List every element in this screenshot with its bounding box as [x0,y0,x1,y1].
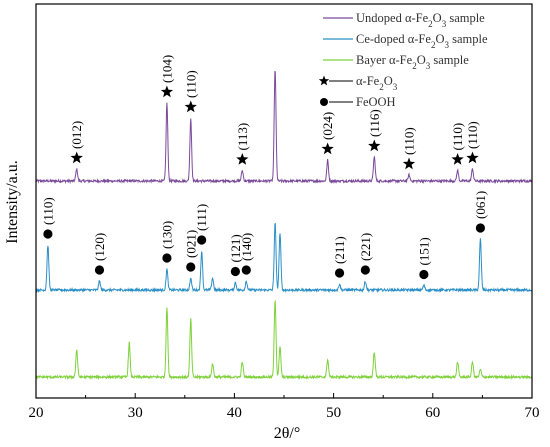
x-axis-title: 2θ/° [274,425,301,442]
series-line-ce [35,223,533,294]
x-tick-label: 70 [525,405,540,421]
peak-label: (021) [183,230,198,258]
peak-label: (221) [358,233,373,261]
star-marker [184,100,197,113]
peak-label: (140) [239,233,254,261]
y-axis-title: Intensity/a.u. [4,160,21,244]
star-marker [368,139,381,152]
star-marker [236,153,249,165]
peak-label: (061) [473,191,488,219]
x-tick-label: 50 [326,405,341,421]
peak-label: (120) [92,233,107,261]
legend-label-ce: Ce-doped α-Fe2O3 sample [356,32,488,50]
dot-marker [94,265,105,275]
peak-label: (110) [402,127,417,155]
peak-label: (113) [235,123,250,151]
peak-label: (110) [465,121,480,149]
star-marker [160,85,174,98]
legend-label-star: α-Fe2O3 [356,74,398,92]
x-tick-label: 60 [425,405,440,421]
annotation-layer: (012)(104)(110)(113) (024) (116)(110) (110)… [40,55,488,280]
dot-marker [162,253,172,263]
x-tick-label: 20 [29,405,44,421]
peak-label: (012) [69,121,84,149]
peak-label: (130) [159,221,174,249]
peak-label: (024) [320,112,335,140]
dot-marker [419,269,429,280]
dot-marker [334,268,345,278]
dot-marker [230,266,240,277]
dot-marker [241,265,251,275]
x-tick-label: 40 [227,405,242,421]
peak-label: (151) [416,237,431,265]
peak-label: (104) [159,55,174,83]
legend-label-undoped: Undoped α-Fe2O3 sample [356,11,485,29]
axes-layer: 20 30 40 50 60 70 [29,393,540,421]
legend-label-dot: FeOOH [356,95,396,109]
star-marker [70,151,83,164]
star-marker [451,153,464,165]
peak-label: (121) [228,234,243,262]
dot-marker [197,235,207,245]
peak-label: (110) [40,197,55,225]
dot-marker [475,223,486,233]
peak-label: (111) [194,204,209,231]
dot-marker [186,262,196,272]
star-marker [466,151,479,164]
peak-label: (110) [450,123,465,151]
peak-label: (116) [367,109,382,137]
x-tick-label: 30 [128,405,143,421]
series-line-bayer [35,299,533,381]
legend-star-icon [318,75,330,86]
legend: Undoped α-Fe2O3 sample Ce-doped α-Fe2O3 s… [318,11,488,109]
legend-dot-icon [320,98,328,106]
star-marker [402,157,416,170]
dot-marker [43,229,53,239]
dot-marker [360,265,370,275]
star-marker [321,142,334,155]
legend-label-bayer: Bayer α-Fe2O3 sample [356,53,469,71]
peak-label: (211) [332,236,347,264]
peak-label: (110) [183,70,198,98]
series-layer [35,70,533,381]
series-line-undoped [35,70,533,185]
